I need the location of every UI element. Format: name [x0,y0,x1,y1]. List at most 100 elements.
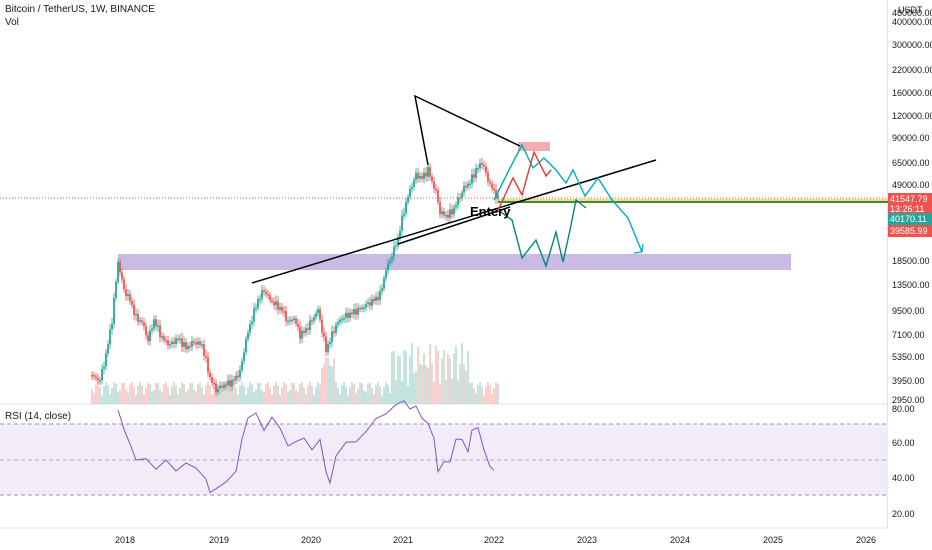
candle-body [107,344,109,354]
volume-bar [411,343,413,404]
candle-body [261,290,263,299]
volume-bar [253,392,255,404]
candle-body [451,209,453,215]
candle-body [255,307,257,310]
volume-bar [161,392,163,404]
candle-body [487,172,489,182]
candle-body [175,338,177,345]
candle-body [355,309,357,315]
candle-body [303,330,305,333]
volume-bar [131,382,133,404]
volume-bar [427,368,429,404]
volume-bar [273,385,275,404]
candle-body [287,320,289,323]
volume-bar [455,345,457,404]
annotation-entry[interactable]: Entery [470,204,511,219]
volume-bar [323,364,325,404]
candle-body [389,260,391,264]
rsi-indicator-label[interactable]: RSI (14, close) [5,411,72,422]
volume-bar [151,391,153,404]
volume-bar [305,394,307,404]
candle-body [233,379,235,382]
candle-body [317,309,319,314]
candle-body [299,326,301,339]
rsi-tick: 80.00 [892,404,915,414]
rising-trendline[interactable] [251,159,657,284]
volume-bar [201,387,203,404]
price-tick: 90000.00 [892,133,930,143]
candle-body [399,230,401,238]
candle-body [247,332,249,340]
candle-body [447,214,449,218]
volume-bar [423,353,425,404]
candle-body [97,377,99,381]
price-tag-green: 40170.11 [888,213,932,225]
projection-path-teal[interactable] [497,198,587,269]
volume-bar [331,366,333,404]
projection-path-red[interactable] [497,150,552,211]
volume-bar [463,365,465,404]
volume-bar [119,390,121,404]
candle-body [193,341,195,343]
volume-bar [113,382,115,404]
projection-path-cyan[interactable] [493,143,643,253]
candle-body [123,279,125,290]
candle-body [179,338,181,340]
volume-bar [417,346,419,404]
volume-bar [239,385,241,404]
time-tick: 2023 [577,535,597,545]
candle-body [445,214,447,217]
volume-bar [325,357,327,404]
rsi-axis[interactable]: 80.00 60.00 40.00 20.00 [892,404,915,519]
volume-bar [469,383,471,404]
candle-body [165,340,167,342]
candle-body [333,331,335,333]
candle-body [105,353,107,367]
candle-body [119,262,121,273]
volume-indicator-label[interactable]: Vol [5,17,19,28]
candle-body [203,344,205,356]
candle-body [327,343,329,352]
candle-body [209,372,211,378]
volume-bar [393,350,395,404]
candle-body [313,317,315,321]
volume-bar [255,389,257,404]
candle-body [343,317,345,320]
candle-body [109,329,111,345]
support-zone[interactable] [118,254,791,270]
time-tick: 2024 [670,535,690,545]
volume-bar [379,386,381,404]
candle-body [221,385,223,388]
volume-bar [117,391,119,404]
volume-bar [329,365,331,404]
volume-bar [167,387,169,404]
candle-body [485,166,487,173]
volume-bar [269,387,271,404]
volume-bar [245,394,247,404]
candle-body [415,172,417,180]
target-box[interactable] [518,142,550,151]
volume-bar [285,384,287,404]
candle-body [91,375,93,377]
candle-body [125,289,127,297]
lower-trendline[interactable] [397,206,511,245]
volume-bar [299,383,301,404]
volume-bar [169,395,171,404]
candle-body [133,304,135,316]
candle-body [293,318,295,321]
time-axis[interactable]: 2018 2019 2020 2021 2022 2023 2024 2025 2026 [115,535,876,545]
candle-body [185,342,187,350]
candle-body [153,319,155,329]
volume-bar [149,383,151,404]
candle-body [101,369,103,381]
volume-bar [435,345,437,404]
volume-bar [145,387,147,404]
triangle-lines[interactable] [413,94,521,166]
volume-bar [425,365,427,404]
volume-bar [105,382,107,404]
candle-body [345,312,347,318]
candle-body [325,336,327,352]
volume-bar [195,392,197,404]
volume-bar [159,389,161,404]
